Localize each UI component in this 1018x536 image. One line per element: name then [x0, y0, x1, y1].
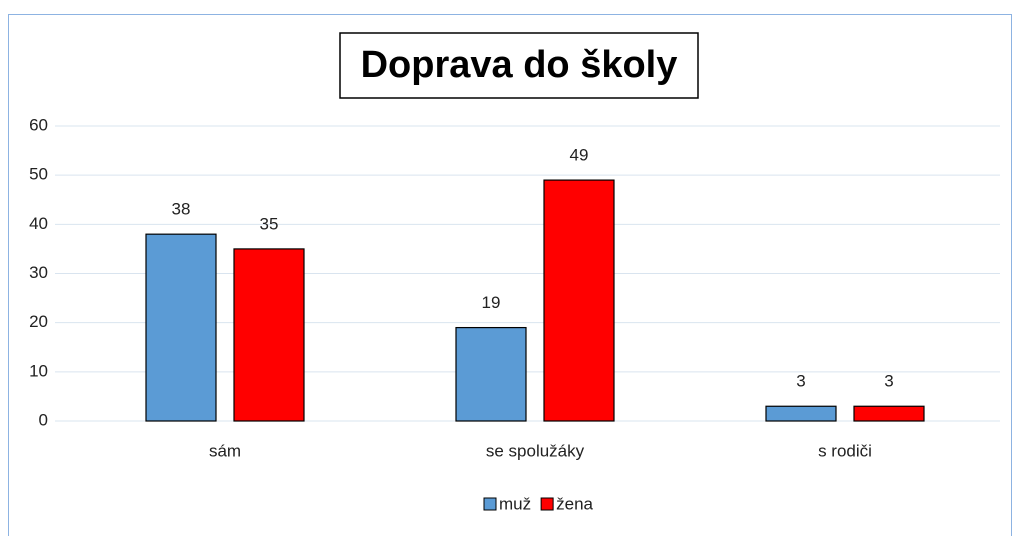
- bar: [145, 233, 217, 422]
- data-label: 3: [796, 372, 805, 391]
- x-tick-label: se spolužáky: [486, 441, 585, 460]
- y-tick-label: 40: [29, 214, 48, 233]
- y-tick-label: 0: [39, 410, 48, 429]
- y-tick-label: 50: [29, 165, 48, 184]
- legend-swatch: [540, 497, 554, 511]
- data-label: 3: [884, 372, 893, 391]
- bar: [853, 405, 925, 422]
- legend-swatch: [483, 497, 497, 511]
- y-tick-label: 10: [29, 361, 48, 380]
- data-label: 49: [570, 146, 589, 165]
- data-label: 19: [482, 293, 501, 312]
- bar: [455, 326, 527, 422]
- y-tick-label: 30: [29, 263, 48, 282]
- bar: [543, 179, 615, 422]
- bar: [233, 248, 305, 422]
- title-box: [339, 32, 699, 99]
- y-tick-label: 60: [29, 115, 48, 134]
- x-tick-label: sám: [209, 441, 241, 460]
- legend-label: muž: [499, 494, 531, 513]
- data-label: 38: [172, 200, 191, 219]
- bar: [765, 405, 837, 422]
- chart-title: Doprava do školy: [361, 44, 678, 86]
- y-tick-label: 20: [29, 312, 48, 331]
- data-label: 35: [260, 214, 279, 233]
- legend-label: žena: [556, 494, 593, 513]
- x-tick-label: s rodiči: [818, 441, 872, 460]
